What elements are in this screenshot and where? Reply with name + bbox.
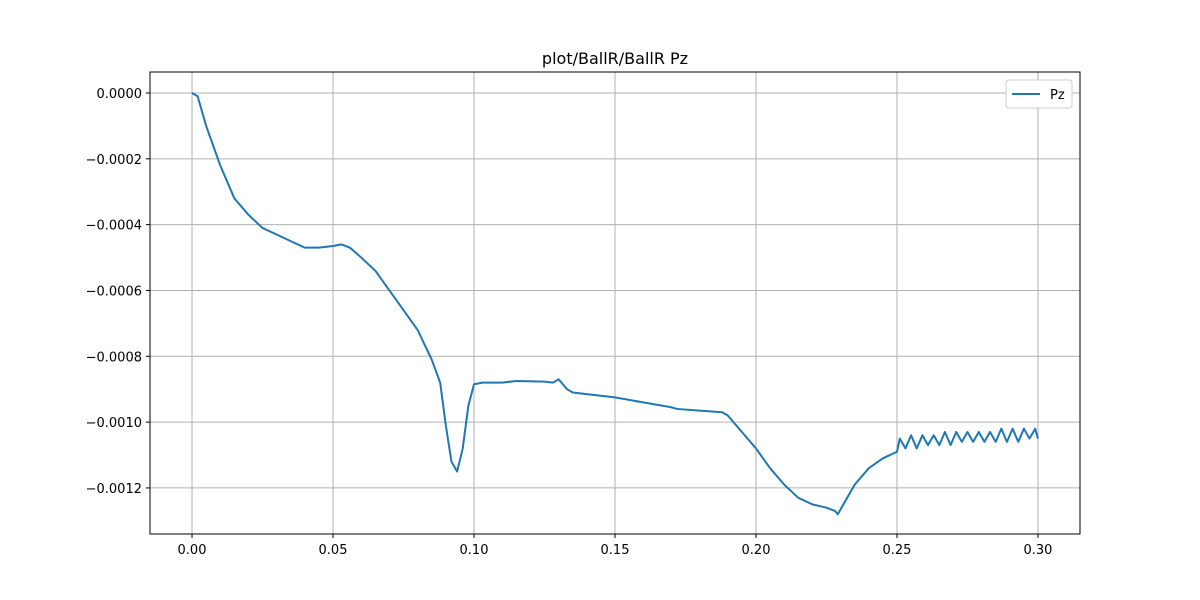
x-tick-label: 0.00 [178,543,207,558]
y-tick-label: −0.0010 [86,416,142,431]
chart-title: plot/BallR/BallR Pz [542,49,688,68]
y-tick-label: −0.0002 [86,153,142,168]
y-tick-label: −0.0004 [86,219,142,234]
x-tick-label: 0.20 [742,543,771,558]
x-tick-label: 0.15 [601,543,630,558]
y-tick-label: 0.0000 [97,87,143,102]
y-tick-label: −0.0006 [86,284,142,299]
legend-label: Pz [1050,88,1065,103]
y-tick-label: −0.0012 [86,482,142,497]
x-tick-label: 0.30 [1024,543,1053,558]
x-tick-label: 0.10 [460,543,489,558]
x-tick-label: 0.25 [883,543,912,558]
line [191,92,1039,516]
y-tick-label: −0.0008 [86,350,142,365]
plot-frame [149,71,1081,535]
x-tick-label: 0.05 [319,543,348,558]
